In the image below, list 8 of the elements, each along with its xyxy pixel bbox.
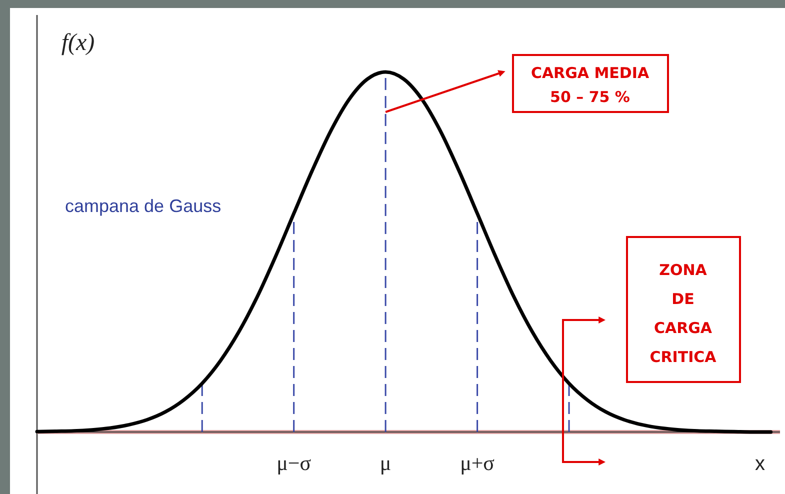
annotation: ZONA DE CARGA CRITICA (650, 261, 717, 366)
annotation: CARGA MEDIA 50 – 75 % (530, 64, 650, 106)
x-tick-label: μ−σ (276, 451, 312, 475)
annotation: campana de Gauss (65, 196, 222, 216)
x-tick-label: μ (380, 451, 392, 475)
x-tick-label: μ+σ (460, 451, 495, 475)
x-axis-title: x (755, 453, 765, 475)
y-axis-title: f(x) (61, 30, 95, 56)
